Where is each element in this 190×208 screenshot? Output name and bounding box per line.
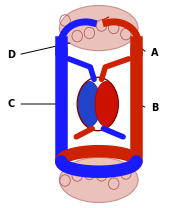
Text: C: C bbox=[7, 99, 14, 109]
Text: A: A bbox=[151, 48, 159, 58]
Ellipse shape bbox=[59, 157, 138, 203]
Ellipse shape bbox=[78, 81, 101, 127]
Text: B: B bbox=[151, 103, 159, 113]
Text: D: D bbox=[7, 50, 15, 60]
Ellipse shape bbox=[59, 5, 138, 51]
Ellipse shape bbox=[95, 81, 117, 127]
